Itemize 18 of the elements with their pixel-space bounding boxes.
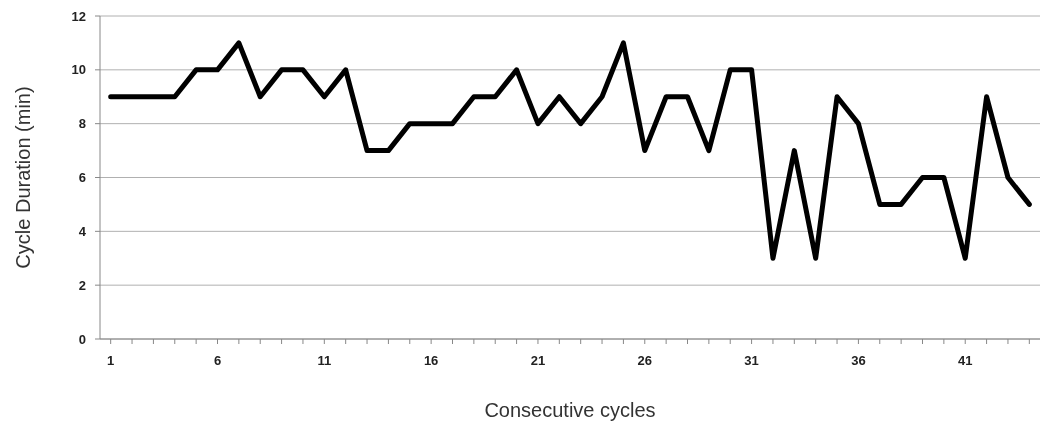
y-tick-label: 10 xyxy=(71,62,86,78)
y-tick-label: 12 xyxy=(71,8,86,24)
x-tick-label: 31 xyxy=(744,353,759,368)
x-tick-label: 16 xyxy=(423,353,439,368)
x-tick-label: 21 xyxy=(530,353,546,368)
y-tick-label: 8 xyxy=(78,116,86,132)
y-tick-label: 0 xyxy=(78,331,86,347)
y-tick-label: 4 xyxy=(78,223,87,239)
x-tick-label: 41 xyxy=(957,353,973,368)
x-tick-label: 11 xyxy=(317,353,332,368)
x-tick-label: 36 xyxy=(851,353,866,368)
x-tick-label: 26 xyxy=(637,353,653,368)
x-tick-label: 1 xyxy=(107,353,115,368)
y-tick-label: 6 xyxy=(78,170,86,186)
x-tick-label: 6 xyxy=(213,353,222,368)
y-tick-label: 2 xyxy=(78,277,86,293)
y-axis-title: Cycle Duration (min) xyxy=(12,86,34,269)
x-axis-title: Consecutive cycles xyxy=(484,399,656,421)
